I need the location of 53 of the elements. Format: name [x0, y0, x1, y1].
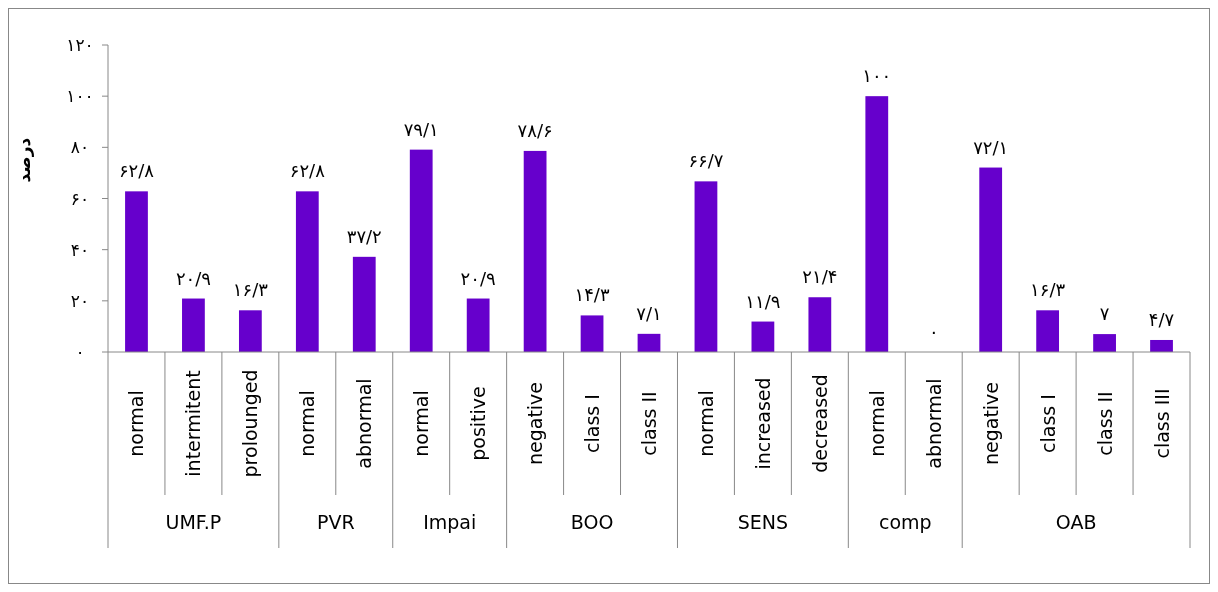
ylabel: درصد — [14, 137, 34, 183]
group-label: UMF.P — [165, 510, 222, 533]
data-label: ۷/۱ — [636, 302, 662, 324]
group-label: SENS — [737, 510, 789, 533]
xtick: class II — [1093, 391, 1116, 456]
xtick: intermitent — [182, 370, 205, 477]
data-label: ۶۲/۸ — [118, 160, 154, 182]
data-label: ۱۶/۳ — [1030, 279, 1066, 301]
data-label: ۶۶/۷ — [688, 150, 724, 172]
xtick: class I — [1036, 394, 1059, 453]
xtick: positive — [467, 386, 490, 461]
xtick: class III — [1150, 388, 1173, 459]
data-label: ۱۱/۹ — [745, 290, 781, 312]
ytick: ۴۰ — [70, 239, 90, 260]
data-label: ۱۰۰ — [862, 65, 892, 87]
ytick: ۰ — [75, 342, 85, 362]
xtick: negative — [524, 381, 547, 466]
xtick: normal — [865, 390, 888, 457]
xtick: class II — [638, 391, 660, 456]
data-label: ۱۶/۳ — [232, 279, 268, 301]
ytick: ۶۰ — [70, 188, 90, 209]
xtick: decreased — [808, 374, 831, 473]
data-label: ۷ — [1099, 303, 1110, 325]
xtick: abnormal — [922, 378, 945, 469]
data-label: ۷۸/۶ — [517, 119, 553, 141]
data-label: ۱۴/۳ — [574, 284, 610, 306]
ytick: ۸۰ — [70, 137, 90, 158]
xtick: normal — [296, 390, 319, 457]
ytick: ۲۰ — [70, 290, 90, 311]
ytick: ۱۰۰ — [66, 86, 94, 107]
data-label: ۲۰/۹ — [175, 267, 211, 289]
data-label: ۲۱/۴ — [802, 266, 838, 288]
ytick: ۱۲۰ — [66, 35, 94, 55]
data-label: ۰ — [928, 321, 939, 342]
group-label: comp — [878, 510, 932, 533]
xtick: increased — [751, 377, 774, 470]
data-label: ۷۲/۱ — [973, 136, 1009, 158]
data-label: ۲۰/۹ — [460, 267, 496, 289]
group-label: Impai — [423, 510, 477, 533]
data-label: ۶۲/۸ — [289, 160, 325, 182]
xtick: normal — [125, 390, 148, 457]
xtick: prolounged — [239, 369, 262, 478]
xtick: normal — [694, 390, 717, 457]
xtick: abnormal — [353, 378, 376, 469]
xtick: normal — [410, 390, 433, 457]
group-label: OAB — [1055, 510, 1097, 533]
xtick: class I — [581, 394, 604, 453]
xtick: negative — [979, 381, 1002, 466]
group-label: PVR — [316, 510, 355, 533]
group-label: BOO — [570, 510, 614, 533]
data-label: ۷۹/۱ — [403, 118, 439, 140]
data-label: ۳۷/۲ — [346, 225, 382, 247]
data-label: ۴/۷ — [1148, 309, 1175, 330]
